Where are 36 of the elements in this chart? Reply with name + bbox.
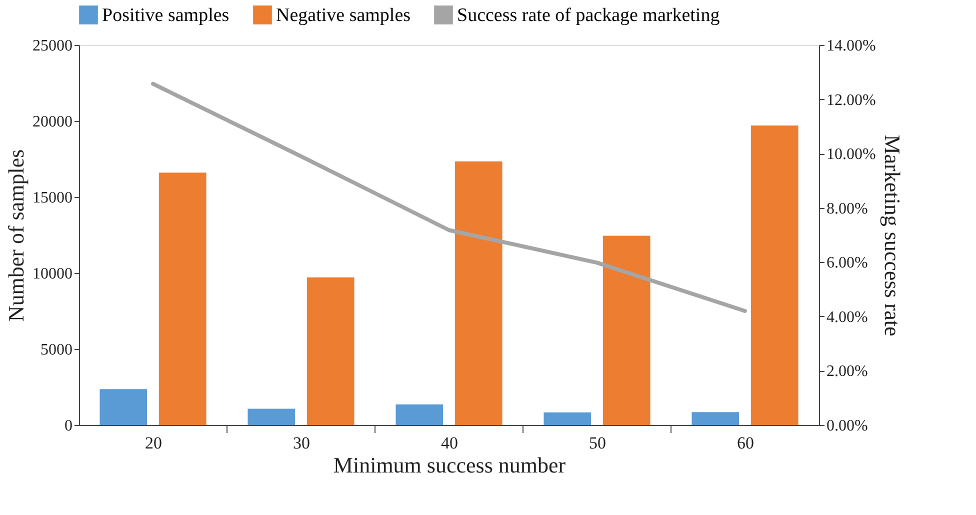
legend-label: Success rate of package marketing bbox=[457, 4, 720, 26]
y-tick-label: 20000 bbox=[32, 114, 72, 130]
y2-tick-label: 12.00% bbox=[826, 92, 876, 109]
y-axis-title: Number of samples bbox=[4, 149, 28, 322]
y2-tick-label: 6.00% bbox=[826, 254, 868, 272]
x-tick-label: 50 bbox=[589, 434, 606, 452]
y2-axis-title: Marketing success rate bbox=[880, 134, 905, 336]
bar bbox=[306, 277, 354, 425]
bar bbox=[692, 412, 740, 425]
bar bbox=[100, 389, 148, 425]
y2-tick-label: 0.00% bbox=[826, 418, 868, 434]
bar bbox=[602, 236, 650, 425]
bar bbox=[396, 404, 444, 425]
legend-label: Positive samples bbox=[102, 4, 230, 26]
y-tick-label: 5000 bbox=[40, 342, 72, 358]
bar bbox=[158, 172, 206, 425]
x-tick-label: 40 bbox=[441, 434, 458, 452]
x-axis-title: Minimum success number bbox=[333, 452, 566, 478]
bar bbox=[248, 408, 296, 425]
y-tick-label: 15000 bbox=[32, 190, 72, 206]
y2-tick-label: 10.00% bbox=[826, 146, 876, 164]
y2-tick-label: 14.00% bbox=[826, 38, 876, 54]
x-tick-label: 30 bbox=[293, 434, 310, 452]
x-tick-label: 60 bbox=[737, 434, 754, 452]
y2-tick-label: 4.00% bbox=[826, 308, 868, 326]
legend-label: Negative samples bbox=[276, 4, 411, 26]
line-series bbox=[151, 82, 747, 313]
y2-tick-label: 2.00% bbox=[826, 363, 868, 380]
bar bbox=[544, 412, 592, 425]
y2-tick-label: 8.00% bbox=[826, 200, 868, 218]
y-tick-label: 0 bbox=[64, 418, 72, 434]
y-tick-label: 10000 bbox=[32, 266, 72, 282]
bar bbox=[750, 126, 798, 425]
y-tick-label: 25000 bbox=[32, 38, 72, 54]
bar bbox=[454, 161, 502, 425]
x-tick-label: 20 bbox=[145, 434, 162, 452]
